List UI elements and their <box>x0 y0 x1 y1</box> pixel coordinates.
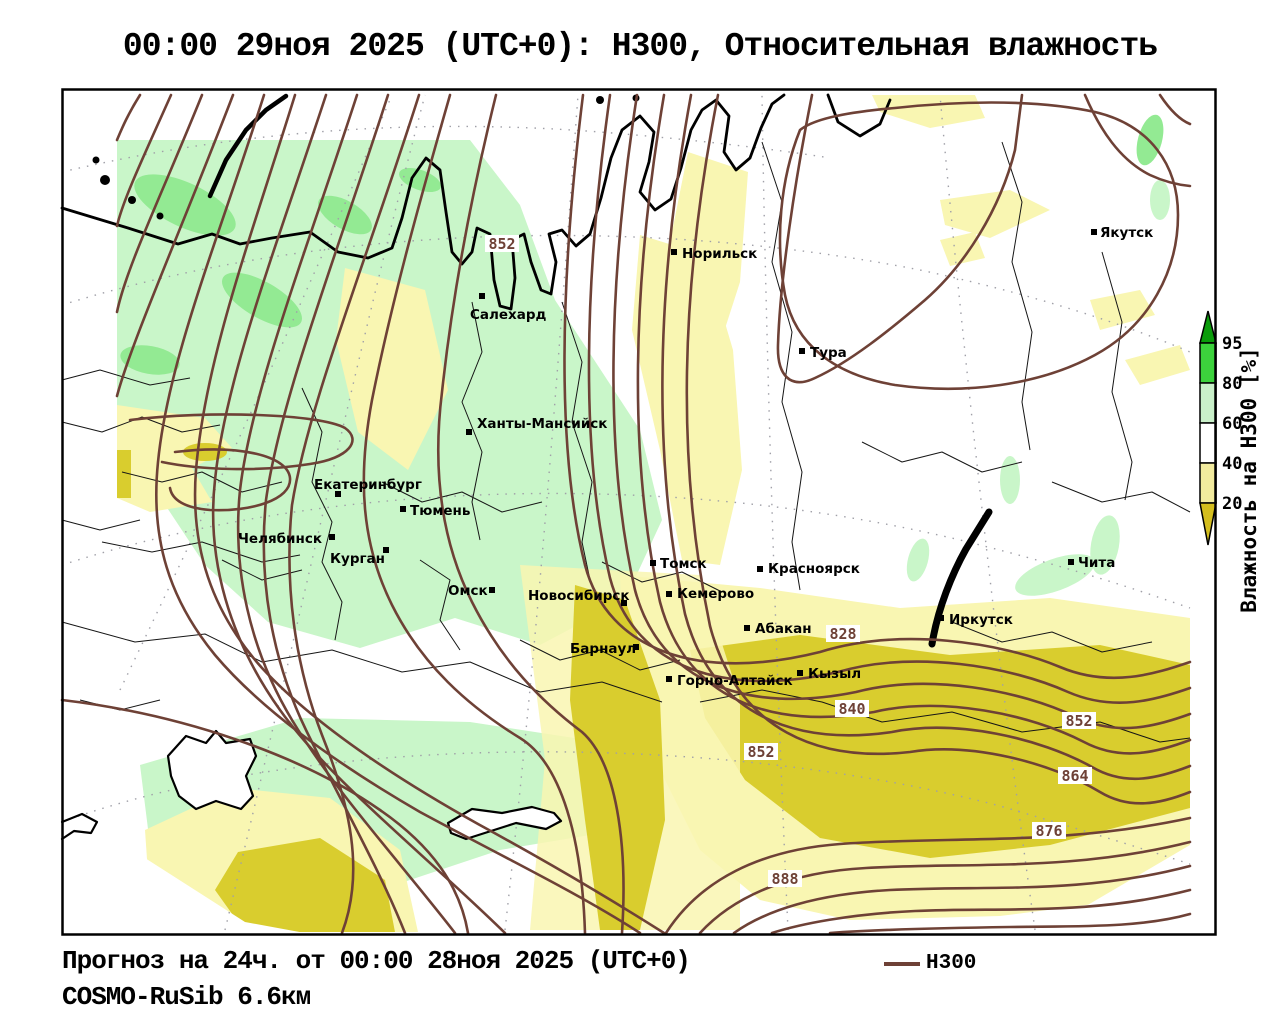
city-marker <box>797 670 803 676</box>
city-marker <box>671 249 677 255</box>
city-label: Екатеринбург <box>314 477 422 493</box>
city-marker <box>744 625 750 631</box>
contour-label: 888 <box>771 870 798 888</box>
city-label: Якутск <box>1100 225 1153 241</box>
forecast-info: Прогноз на 24ч. от 00:00 28ноя 2025 (UTC… <box>62 946 690 976</box>
colorbar-title: Влажность на H300 [%] <box>1237 347 1261 613</box>
city-label: Новосибирск <box>528 588 630 604</box>
city-marker <box>666 591 672 597</box>
city-marker <box>650 560 656 566</box>
city-marker <box>466 429 472 435</box>
model-info: COSMO-RuSib 6.6км <box>62 982 310 1012</box>
contour-label: 876 <box>1035 822 1062 840</box>
city-label: Кызыл <box>808 666 861 682</box>
colorbar-seg-95-80 <box>1200 343 1216 383</box>
city-marker <box>479 293 485 299</box>
city-label: Тура <box>810 345 847 361</box>
h300-legend: H300 <box>884 952 976 975</box>
city-label: Ханты-Мансийск <box>477 416 607 432</box>
city-label: Абакан <box>755 621 812 637</box>
h300-legend-label: H300 <box>926 952 976 975</box>
city-label: Салехард <box>470 307 547 323</box>
city-label: Красноярск <box>768 561 860 577</box>
colorbar-seg-80-60 <box>1200 383 1216 423</box>
city-label: Горно-Алтайск <box>677 673 793 689</box>
city-marker <box>666 676 672 682</box>
city-label: Курган <box>330 551 385 567</box>
weather-map-page: 00:00 29ноя 2025 (UTC+0): H300, Относите… <box>0 0 1280 1024</box>
city-label: Норильск <box>682 246 757 262</box>
city-marker <box>1068 559 1074 565</box>
city-marker <box>489 587 495 593</box>
city-label: Томск <box>660 556 707 572</box>
contour-label: 828 <box>829 625 856 643</box>
colorbar-seg-40-20 <box>1200 463 1216 503</box>
contour-label: 852 <box>1065 712 1092 730</box>
contour-label: 852 <box>747 743 774 761</box>
city-marker <box>757 566 763 572</box>
city-label: Омск <box>448 583 488 599</box>
city-marker <box>799 348 805 354</box>
city-label: Иркутск <box>949 612 1013 628</box>
colorbar-seg-60-40 <box>1200 423 1216 463</box>
humidity-shading <box>117 95 1190 932</box>
city-marker <box>938 615 944 621</box>
h300-legend-line-icon <box>884 962 920 966</box>
city-label: Челябинск <box>238 531 322 547</box>
weather-map: 852 828 840 852 852 864 876 888 Норильск Салехар… <box>0 0 1280 1024</box>
contour-label: 864 <box>1061 767 1088 785</box>
city-label: Чита <box>1078 555 1115 571</box>
city-marker <box>1091 229 1097 235</box>
city-marker <box>400 506 406 512</box>
city-label: Барнаул <box>570 641 636 657</box>
contour-label: 852 <box>488 235 515 253</box>
city-marker <box>329 534 335 540</box>
city-label: Тюмень <box>410 503 470 519</box>
contour-label: 840 <box>838 700 865 718</box>
city-label: Кемерово <box>677 586 754 602</box>
